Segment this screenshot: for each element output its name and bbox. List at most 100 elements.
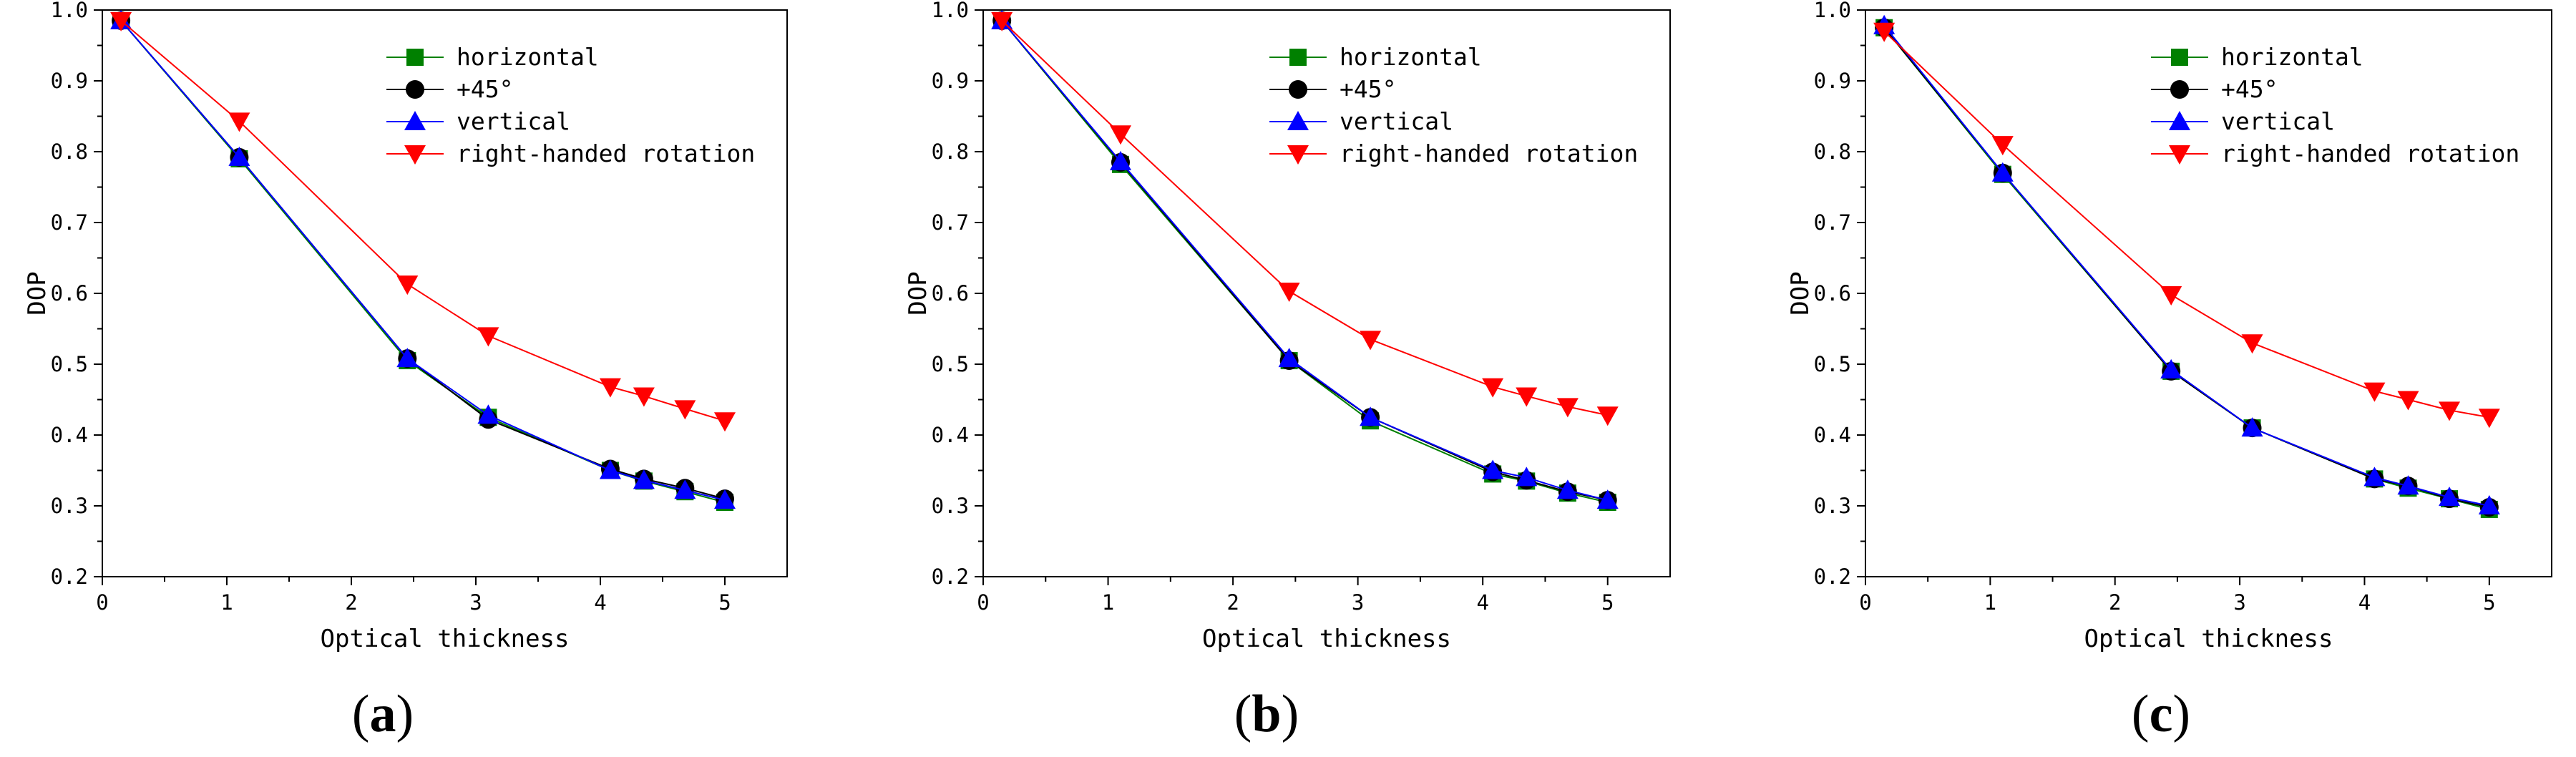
data-point	[477, 404, 499, 424]
legend-entry: horizontal	[2221, 43, 2363, 71]
panel-label-b: (b)	[1234, 685, 1299, 743]
y-tick-label: 1.0	[932, 0, 969, 22]
data-point	[2478, 409, 2500, 429]
series-line	[1883, 27, 2490, 508]
legend-entry: horizontal	[457, 43, 599, 71]
data-point	[110, 11, 132, 31]
data-point	[599, 378, 621, 398]
data-point	[477, 327, 499, 347]
y-tick-label: 1.0	[51, 0, 88, 22]
legend-entry: +45°	[1340, 75, 1396, 103]
legend: horizontal +45° vertical right-handed rotat…	[1269, 43, 1638, 167]
y-tick-label: 0.5	[51, 352, 88, 376]
data-point	[1482, 378, 1504, 398]
y-axis-label: DOP	[904, 271, 932, 315]
legend: horizontal +45° vertical right-handed rotat…	[386, 43, 755, 167]
legend-marker	[2171, 49, 2188, 66]
y-tick-label: 0.7	[51, 210, 88, 235]
x-tick-label: 4	[2358, 590, 2371, 615]
y-tick-label: 0.2	[932, 565, 969, 589]
legend-entry: right-handed rotation	[457, 140, 755, 167]
y-tick-label: 0.9	[1814, 69, 1851, 93]
y-tick-label: 0.8	[932, 140, 969, 164]
series-line	[120, 20, 726, 422]
legend-marker	[2170, 80, 2189, 99]
x-tick-label: 4	[594, 590, 606, 615]
data-point	[396, 348, 419, 368]
legend-marker	[2169, 145, 2190, 165]
legend: horizontal +45° vertical right-handed rotat…	[2151, 43, 2519, 167]
data-point	[1991, 162, 2014, 182]
data-point	[991, 11, 1013, 31]
panel-label-a: (a)	[352, 685, 414, 743]
legend-entry: vertical	[2221, 107, 2335, 135]
legend-entry: vertical	[1340, 107, 1453, 135]
data-point	[2241, 417, 2263, 437]
data-point	[714, 489, 736, 509]
x-tick-label: 1	[220, 590, 233, 615]
data-point	[674, 400, 696, 420]
series-2	[991, 9, 1619, 509]
data-point	[2478, 495, 2500, 514]
y-tick-label: 0.4	[51, 423, 88, 447]
x-axis-label: Optical thickness	[2084, 625, 2333, 653]
x-tick-label: 3	[2233, 590, 2245, 615]
y-tick-label: 0.6	[51, 281, 88, 306]
chart-panel-b: 0 1 2 3 4 5 0.2 0.3 0.4 0.5 0.6 0.7 0.8 0.9 1.0 Optical…	[904, 0, 1671, 653]
legend-entry: vertical	[457, 107, 570, 135]
y-tick-label: 0.5	[932, 352, 969, 376]
series-3	[991, 11, 1619, 426]
data-point	[1991, 136, 2014, 156]
panel-label-c: (c)	[2132, 685, 2190, 743]
y-tick-label: 1.0	[1814, 0, 1851, 22]
data-point	[2363, 467, 2386, 487]
data-point	[2160, 358, 2182, 378]
data-point	[2439, 401, 2461, 421]
data-point	[1110, 150, 1131, 170]
legend-entry: +45°	[457, 75, 513, 103]
data-point	[2363, 382, 2386, 402]
y-tick-label: 0.3	[1814, 494, 1851, 518]
data-point	[1556, 398, 1579, 418]
x-tick-label: 2	[2109, 590, 2121, 615]
y-tick-label: 0.3	[932, 494, 969, 518]
y-tick-label: 0.8	[51, 140, 88, 164]
y-tick-label: 0.4	[932, 423, 969, 447]
x-tick-label: 0	[96, 590, 108, 615]
legend-entry: horizontal	[1340, 43, 1482, 71]
data-point	[228, 146, 250, 166]
data-point	[228, 112, 250, 132]
data-point	[1596, 406, 1619, 426]
data-point	[1516, 467, 1538, 487]
y-tick-label: 0.9	[932, 69, 969, 93]
data-point	[1873, 22, 1896, 42]
y-tick-label: 0.2	[1814, 565, 1851, 589]
data-point	[1360, 331, 1382, 351]
series-line	[1001, 20, 1608, 502]
x-tick-label: 0	[1859, 590, 1871, 615]
legend-marker	[404, 145, 426, 165]
data-point	[1482, 459, 1504, 479]
data-point	[1278, 348, 1300, 368]
series-3	[110, 11, 736, 432]
data-point	[599, 459, 621, 479]
legend-marker	[406, 49, 424, 66]
y-tick-label: 0.6	[932, 281, 969, 306]
x-tick-label: 1	[1984, 590, 1996, 615]
x-axis-label: Optical thickness	[1202, 625, 1451, 653]
legend-entry: right-handed rotation	[1340, 140, 1638, 167]
y-tick-label: 0.9	[51, 69, 88, 93]
x-tick-label: 0	[977, 590, 989, 615]
y-axis-label: DOP	[1786, 271, 1815, 315]
data-point	[1596, 489, 1619, 509]
y-tick-label: 0.2	[51, 565, 88, 589]
data-point	[1278, 283, 1300, 303]
series-line	[1883, 25, 2490, 507]
legend-marker	[1287, 145, 1309, 165]
legend-marker	[1289, 80, 1307, 99]
y-tick-label: 0.6	[1814, 281, 1851, 306]
series-line	[1001, 20, 1608, 416]
data-point	[2160, 285, 2182, 306]
x-tick-label: 5	[1601, 590, 1614, 615]
